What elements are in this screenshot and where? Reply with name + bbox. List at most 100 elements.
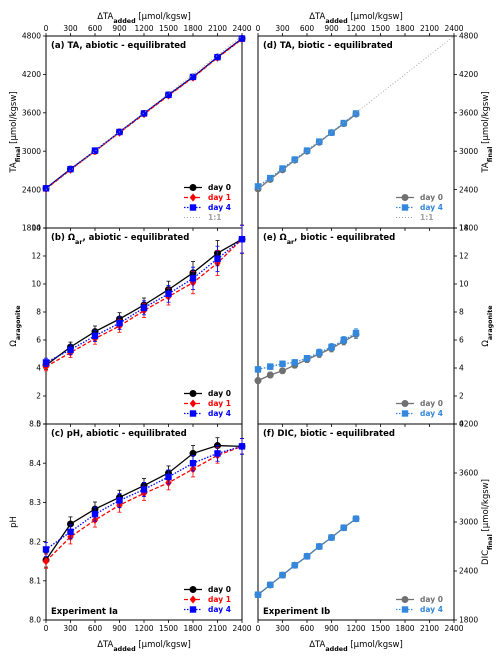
series-line bbox=[45, 445, 243, 562]
series-day-4 bbox=[42, 35, 246, 192]
legend-entry: day 0 bbox=[396, 399, 443, 408]
legend-label: 1:1 bbox=[420, 213, 433, 222]
legend-marker bbox=[189, 193, 197, 202]
y-tick-label: 3600 bbox=[459, 109, 478, 118]
y-tick-label: 4800 bbox=[22, 32, 41, 41]
panel-b: 0 2 4 6 8 10 12 14 Ωaragonite (b) Ωar, abiotic - … bbox=[9, 224, 246, 429]
data-point bbox=[328, 534, 335, 541]
data-point bbox=[165, 473, 172, 481]
x-top-tick-label: 2400 bbox=[444, 24, 463, 33]
legend-entry: day 1 bbox=[184, 193, 231, 202]
x-top-tick-label: 0 bbox=[44, 24, 49, 33]
series-line bbox=[45, 238, 243, 368]
data-point bbox=[140, 486, 148, 493]
legend-label: day 4 bbox=[420, 605, 443, 614]
data-point bbox=[328, 343, 335, 351]
data-point bbox=[352, 110, 360, 117]
legend-label: day 0 bbox=[420, 595, 443, 604]
legend-entry: 1:1 bbox=[396, 213, 433, 222]
data-point bbox=[340, 336, 347, 344]
series-day-4 bbox=[42, 438, 246, 557]
x-top-tick-label: 2100 bbox=[420, 24, 439, 33]
x-tick-label: 300 bbox=[275, 624, 290, 633]
legend-entry: 1:1 bbox=[184, 213, 221, 222]
x-top-tick-label: 300 bbox=[275, 24, 290, 33]
data-point bbox=[291, 562, 298, 569]
legend-label: day 0 bbox=[420, 193, 443, 202]
x-tick-label: 1500 bbox=[159, 624, 178, 633]
y-tick-label: 2400 bbox=[459, 567, 478, 576]
x-tick-label: 600 bbox=[88, 624, 103, 633]
legend-entry: day 0 bbox=[184, 183, 231, 192]
y-tick-label: 8 bbox=[36, 308, 41, 317]
y-tick-label: 4200 bbox=[22, 70, 41, 79]
data-point bbox=[352, 515, 360, 522]
data-point bbox=[266, 371, 274, 379]
legend-entry: day 4 bbox=[184, 605, 231, 614]
y-tick-label: 3000 bbox=[459, 147, 478, 156]
data-point bbox=[303, 147, 311, 154]
experiment-label: Experiment Ib bbox=[263, 607, 330, 617]
legend-marker bbox=[401, 194, 409, 201]
y-tick-label: 2 bbox=[459, 392, 464, 401]
x-tick-label: 0 bbox=[256, 624, 261, 633]
x-top-tick-label: 300 bbox=[63, 24, 78, 33]
legend-label: day 0 bbox=[208, 585, 231, 594]
x-tick-label: 2400 bbox=[232, 624, 251, 633]
series-day-1 bbox=[42, 438, 246, 569]
panel-title: (f) DIC, biotic - equilibrated bbox=[263, 429, 395, 439]
x-top-tick-label: 2400 bbox=[232, 24, 251, 33]
legend-marker bbox=[189, 586, 197, 593]
panel-title: (b) Ωar, abiotic - equilibrated bbox=[51, 233, 189, 246]
data-point bbox=[279, 571, 286, 579]
legend-label: day 0 bbox=[208, 183, 231, 192]
y-tick-label: 1800 bbox=[22, 224, 41, 233]
data-point bbox=[189, 275, 197, 282]
y-tick-label: 4 bbox=[36, 364, 41, 373]
data-point bbox=[254, 377, 262, 385]
x-tick-label: 600 bbox=[300, 624, 315, 633]
x-top-tick-label: 1500 bbox=[159, 24, 178, 33]
y-tick-label: 8.4 bbox=[29, 459, 41, 468]
y-tick-label: 8.2 bbox=[29, 537, 41, 546]
x-top-tick-label: 0 bbox=[256, 24, 261, 33]
legend-label: day 4 bbox=[420, 203, 443, 212]
y-tick-label: 4200 bbox=[459, 420, 478, 429]
series-line bbox=[45, 444, 243, 561]
data-point bbox=[328, 129, 335, 136]
legend-label: day 4 bbox=[208, 409, 231, 418]
panel-frame bbox=[257, 227, 455, 425]
data-point bbox=[254, 591, 262, 598]
y-tick-label: 8 bbox=[459, 308, 464, 317]
panel-d: 0 300 600 900 1200 1500 1800 2100 2400 1800 2400 30… bbox=[254, 12, 494, 233]
legend-label: day 4 bbox=[208, 203, 231, 212]
y-axis-label: TAfinal [μmol/kgsw] bbox=[9, 91, 22, 173]
y-tick-label: 1800 bbox=[459, 616, 478, 625]
y-tick-label: 2 bbox=[36, 392, 41, 401]
data-point bbox=[91, 332, 99, 340]
data-point bbox=[254, 183, 262, 190]
data-point bbox=[165, 91, 172, 99]
series-day-4 bbox=[254, 110, 360, 190]
data-point bbox=[254, 366, 262, 373]
panel-title: (e) Ωar, biotic - equilibrated bbox=[263, 233, 395, 246]
y-tick-label: 6 bbox=[459, 336, 464, 345]
x-top-tick-label: 1200 bbox=[346, 24, 365, 33]
legend-entry: day 4 bbox=[184, 203, 231, 212]
x-tick-label: 300 bbox=[63, 624, 78, 633]
data-point bbox=[267, 363, 274, 370]
data-point bbox=[67, 346, 74, 354]
y-tick-label: 0 bbox=[459, 420, 464, 429]
y-tick-label: 4800 bbox=[459, 32, 478, 41]
data-point bbox=[303, 355, 311, 362]
data-point bbox=[42, 556, 50, 566]
data-point bbox=[140, 110, 148, 117]
legend-label: day 4 bbox=[420, 409, 443, 418]
legend-entry: day 4 bbox=[396, 409, 443, 418]
data-point bbox=[316, 349, 323, 356]
legend-marker bbox=[401, 410, 409, 417]
legend-marker bbox=[189, 595, 197, 604]
data-point bbox=[67, 165, 74, 173]
x-tick-label: 2100 bbox=[208, 624, 227, 633]
